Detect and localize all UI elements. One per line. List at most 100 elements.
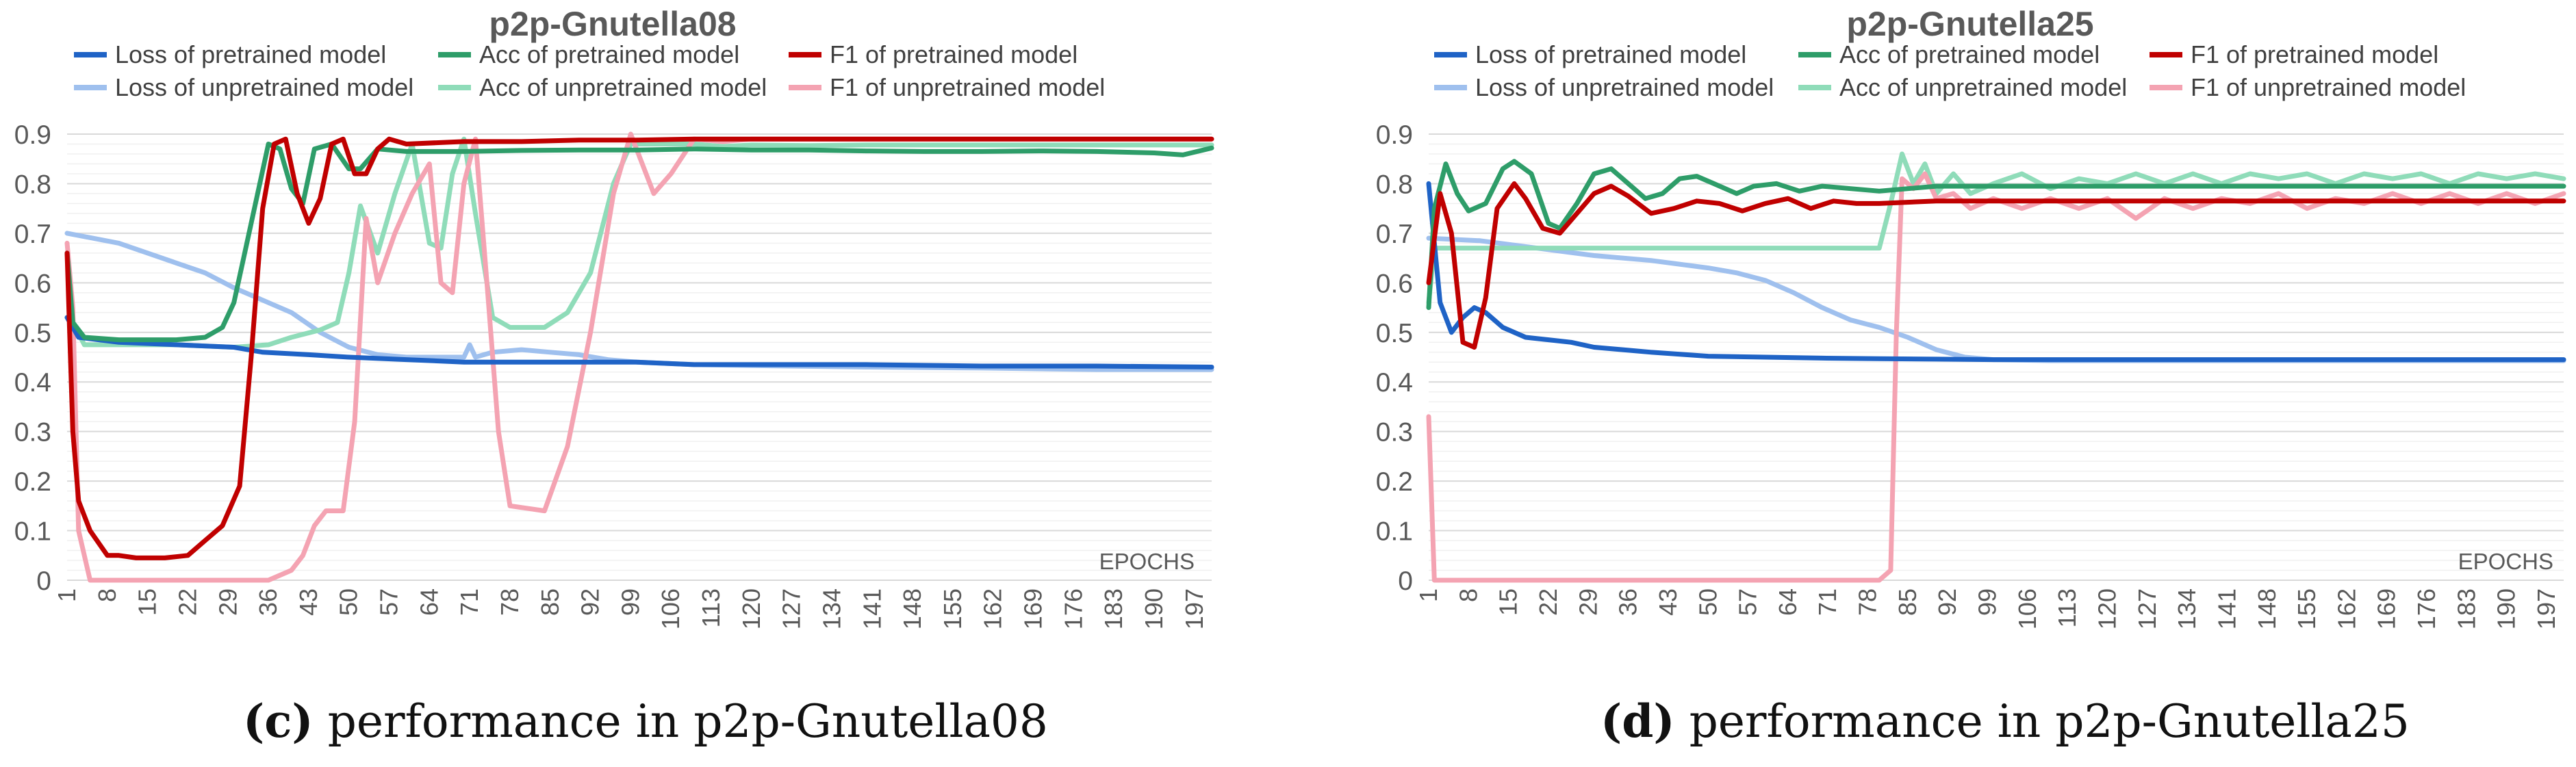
series-line-f1-pre: [1426, 181, 2566, 350]
x-tick-label: 176: [2412, 588, 2440, 629]
y-tick-label: 0.3: [1376, 418, 1413, 447]
x-tick-label: 113: [2053, 588, 2081, 627]
x-tick-label: 1: [1414, 588, 1442, 602]
y-tick-label: 0.6: [14, 269, 51, 298]
y-tick-label: 0.2: [14, 467, 51, 497]
legend-entry: F1 of unpretrained model: [830, 73, 1105, 101]
x-tick-label: 141: [858, 588, 886, 629]
x-tick-label: 1: [53, 588, 81, 602]
legend-entry: Loss of unpretrained model: [115, 73, 413, 101]
x-tick-label: 50: [1694, 588, 1722, 616]
caption-d: (d) performance in p2p-Gnutella25: [1601, 694, 2410, 748]
y-tick-label: 0.2: [1376, 467, 1413, 497]
x-axis-label: EPOCHS: [1099, 549, 1195, 574]
x-tick-label: 113: [697, 588, 725, 627]
x-tick-label: 92: [576, 588, 604, 616]
caption-d-letter: (d): [1601, 694, 1675, 748]
y-tick-label: 0.9: [14, 120, 51, 150]
x-tick-label: 197: [1180, 588, 1208, 629]
x-tick-label: 120: [737, 588, 765, 629]
x-tick-label: 15: [1494, 588, 1522, 616]
x-tick-label: 169: [2373, 588, 2401, 629]
x-tick-label: 71: [1813, 588, 1841, 616]
x-tick-label: 78: [1854, 588, 1882, 616]
legend-entry: Loss of unpretrained model: [1475, 73, 1774, 101]
series-line-loss-pre: [64, 315, 1214, 369]
legend-entry: F1 of unpretrained model: [2191, 73, 2466, 101]
x-tick-label: 134: [817, 588, 845, 629]
y-tick-label: 0.5: [14, 319, 51, 348]
x-tick-label: 85: [1893, 588, 1922, 616]
x-tick-label: 106: [656, 588, 685, 629]
caption-c-letter: (c): [243, 694, 314, 748]
y-tick-label: 0.7: [14, 220, 51, 249]
x-tick-label: 43: [1654, 588, 1682, 616]
x-tick-label: 190: [1140, 588, 1168, 629]
caption-d-text: performance in p2p-Gnutella25: [1674, 695, 2410, 748]
x-tick-label: 99: [1974, 588, 2002, 616]
x-tick-label: 8: [1454, 588, 1482, 602]
x-tick-label: 155: [939, 588, 967, 629]
x-tick-label: 57: [1734, 588, 1762, 616]
legend-entry: Acc of unpretrained model: [479, 73, 767, 101]
x-tick-label: 85: [536, 588, 564, 616]
legend-entry: Acc of unpretrained model: [1839, 73, 2127, 101]
x-tick-label: 22: [1534, 588, 1562, 616]
legend-entry: Acc of pretrained model: [1839, 40, 2100, 68]
caption-c: (c) performance in p2p-Gnutella08: [243, 694, 1048, 748]
x-tick-label: 71: [455, 588, 483, 616]
x-tick-label: 15: [133, 588, 162, 616]
y-tick-label: 0.4: [14, 368, 51, 398]
x-tick-label: 92: [1933, 588, 1961, 616]
legend-entry: F1 of pretrained model: [830, 40, 1077, 68]
y-tick-label: 0.8: [14, 170, 51, 199]
chart-title: p2p-Gnutella25: [1846, 5, 2093, 43]
y-tick-label: 0.3: [14, 418, 51, 447]
x-tick-label: 141: [2212, 588, 2241, 629]
chart-title: p2p-Gnutella08: [489, 5, 736, 43]
legend-entry: Loss of pretrained model: [115, 40, 386, 68]
legend-entry: Loss of pretrained model: [1475, 40, 1746, 68]
x-tick-label: 120: [2093, 588, 2121, 629]
series-line-acc-unpre: [64, 136, 1214, 350]
x-tick-label: 176: [1059, 588, 1087, 629]
caption-c-text: performance in p2p-Gnutella08: [313, 695, 1048, 748]
x-tick-label: 183: [1099, 588, 1127, 629]
chart-gnutella25: p2p-Gnutella25 0 0.1 0.2 0.3 0.4 0.5 0.6 0.7 0.8 0…: [1376, 5, 2566, 629]
x-tick-label: 183: [2452, 588, 2480, 629]
x-tick-label: 36: [254, 588, 282, 616]
x-tick-label: 22: [173, 588, 201, 616]
series-line-f1-pre: [64, 136, 1214, 560]
y-tick-label: 0: [1398, 567, 1413, 596]
x-tick-label: 64: [1774, 588, 1802, 616]
series-line-acc-pre: [64, 142, 1214, 343]
y-tick-label: 0.6: [1376, 269, 1413, 298]
x-tick-label: 148: [2253, 588, 2281, 629]
x-tick-label: 50: [335, 588, 363, 616]
x-tick-label: 29: [1574, 588, 1602, 616]
y-tick-label: 0.8: [1376, 170, 1413, 199]
series-line-f1-unpre: [64, 131, 1214, 583]
x-tick-label: 36: [1614, 588, 1642, 616]
series-line-f1-unpre: [1426, 171, 2566, 583]
x-tick-label: 29: [214, 588, 242, 616]
x-tick-label: 134: [2173, 588, 2201, 629]
series-line-acc-pre: [1426, 159, 2566, 311]
x-tick-label: 162: [979, 588, 1007, 629]
x-tick-label: 99: [616, 588, 644, 616]
x-tick-label: 190: [2492, 588, 2521, 629]
x-tick-label: 57: [375, 588, 403, 616]
x-tick-label: 127: [2133, 588, 2161, 629]
x-tick-label: 8: [93, 588, 121, 602]
y-tick-label: 0: [36, 567, 51, 596]
x-tick-label: 169: [1019, 588, 1047, 629]
x-tick-label: 106: [2013, 588, 2041, 629]
x-tick-label: 64: [415, 588, 443, 616]
y-tick-label: 0.9: [1376, 120, 1413, 150]
x-axis-label: EPOCHS: [2458, 549, 2553, 574]
series-line-loss-pre: [1426, 181, 2566, 363]
chart-gnutella08: p2p-Gnutella08 0 0.1 0.2 0.3 0.4 0.5 0.6 0.7 0.8 0…: [14, 5, 1214, 629]
x-tick-label: 155: [2293, 588, 2321, 629]
y-tick-label: 0.7: [1376, 220, 1413, 249]
